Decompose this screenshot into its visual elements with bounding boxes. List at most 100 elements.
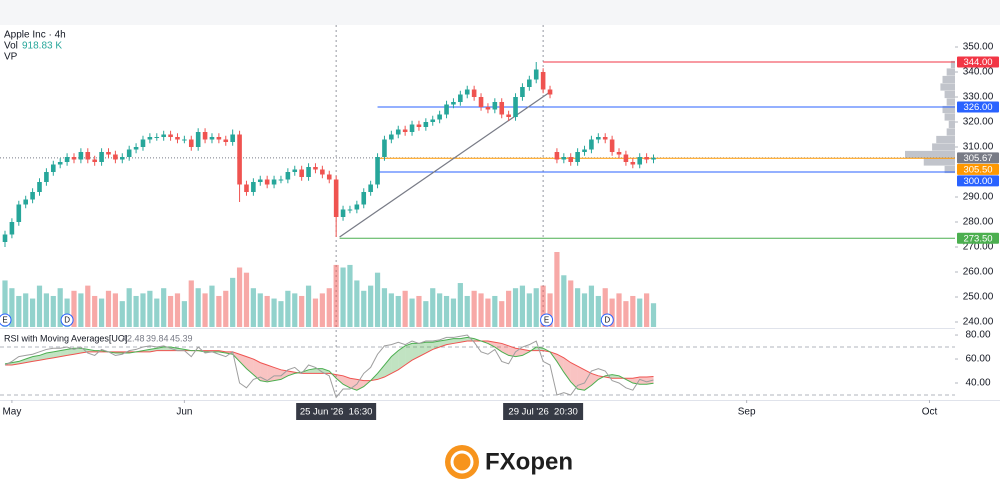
candle-body [478, 97, 484, 107]
volume-bar [554, 252, 560, 327]
level-label-box [957, 232, 999, 244]
candle-body [230, 134, 235, 142]
volume-bar [637, 298, 643, 327]
candle-body [161, 134, 166, 137]
level-label-box [957, 163, 999, 175]
candle-body [92, 159, 97, 162]
rsi-ma-fill [563, 357, 571, 382]
level-label: 300.00 [963, 176, 992, 187]
rsi-ma-fill [336, 374, 344, 385]
volume-bar [547, 293, 553, 327]
candle-body [326, 174, 332, 180]
rsi-ma-fill [405, 343, 413, 366]
rsi-ma-fill [418, 342, 426, 357]
volume-bar [64, 298, 70, 327]
rsi-tick-label: 40.00 [965, 378, 990, 389]
level-label-box [957, 101, 999, 113]
candle-body [409, 124, 415, 132]
y-tick-label: 280.00 [963, 217, 994, 228]
volume-profile-bar [940, 83, 955, 91]
rsi-tick-label: 60.00 [965, 354, 990, 365]
candle-body [492, 102, 498, 110]
volume-bar [285, 290, 291, 327]
candle-body [99, 152, 104, 162]
volume-bar [326, 288, 332, 327]
volume-bar [271, 298, 277, 327]
volume-bar [609, 298, 615, 327]
y-tick-label: 270.00 [963, 242, 994, 253]
volume-bar [368, 285, 374, 327]
candle-body [306, 167, 311, 177]
candle-body [113, 154, 118, 160]
candle-body [119, 157, 125, 160]
volume-bar [340, 267, 346, 327]
volume-bar [602, 288, 608, 327]
volume-bar [478, 293, 484, 327]
volume-bar [2, 280, 8, 327]
rsi-ma-fill [32, 355, 40, 362]
candle-body [154, 137, 160, 138]
volume-profile-bar [936, 135, 955, 144]
candle-body [513, 97, 518, 117]
candle-body [589, 139, 594, 150]
volume-bar [112, 293, 118, 327]
candle-body [140, 139, 146, 147]
rsi-ma-fast-line [4, 336, 654, 391]
rsi-ma-fill [384, 356, 392, 378]
logo-icon [445, 445, 479, 479]
chart-title: Apple Inc · 4h [4, 30, 66, 41]
volume-profile-bar [946, 68, 955, 76]
candle-body [458, 94, 463, 102]
volume-bar [381, 288, 388, 327]
candle-body [382, 139, 387, 157]
candle-body [430, 119, 436, 122]
volume-bar [561, 275, 567, 327]
candle-body [437, 114, 442, 120]
volume-bar [209, 285, 215, 327]
y-tick-label: 310.00 [963, 142, 994, 153]
volume-bar [119, 301, 125, 327]
rsi-ma-fill [274, 367, 281, 381]
candle-body [568, 157, 574, 162]
volume-bar [457, 283, 463, 327]
volume-bar [533, 288, 539, 327]
candle-body [423, 122, 429, 127]
rsi-ma-fill [494, 342, 502, 352]
volume-bar [471, 290, 477, 327]
candle-body [16, 204, 22, 222]
volume-bar [443, 295, 450, 327]
volume-bar [181, 301, 187, 327]
candle-body [216, 137, 222, 140]
candle-body [533, 69, 539, 80]
rsi-ma-fill [260, 362, 268, 382]
rsi-ma-fill [570, 362, 578, 390]
x-tick-label: Sep [738, 407, 756, 418]
rsi-ma-fill [11, 361, 19, 366]
candle-body [106, 152, 111, 155]
candle-body [147, 137, 153, 140]
volume-bar [519, 285, 526, 327]
volume-bar [526, 293, 532, 327]
candle-body [244, 184, 249, 192]
rsi-ma-fill [53, 350, 61, 358]
volume-profile-bar [942, 75, 955, 84]
candle-body [71, 157, 77, 160]
candle-body [299, 169, 304, 177]
candle-body [616, 152, 622, 155]
rsi-ma-slow-line [5, 340, 654, 382]
candle-body [78, 152, 84, 160]
logo: FXopen [445, 445, 573, 479]
candle-body [2, 234, 8, 242]
volume-bar [292, 293, 298, 327]
volume-bar [312, 298, 319, 327]
volume-bar [16, 295, 22, 327]
volume-bar [23, 293, 29, 327]
volume-profile-bar [948, 120, 955, 129]
candle-body [444, 104, 449, 115]
volume-bar [133, 295, 139, 327]
candle-body [375, 157, 380, 185]
volume-bar [623, 301, 629, 327]
candle-body [126, 149, 132, 157]
volume-bar [223, 290, 229, 327]
candle-body [30, 192, 35, 200]
